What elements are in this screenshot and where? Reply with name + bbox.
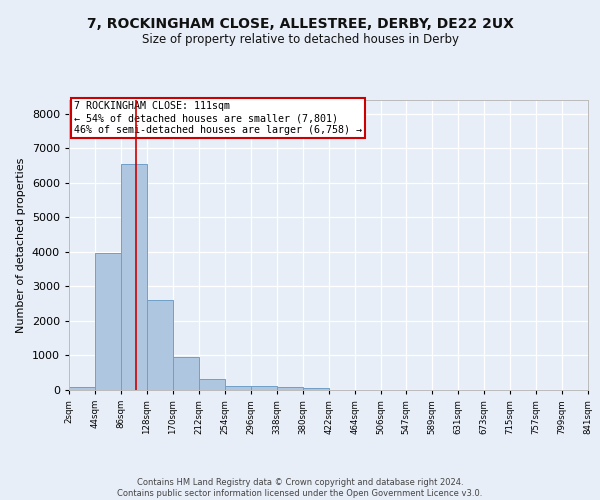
Text: Size of property relative to detached houses in Derby: Size of property relative to detached ho…	[142, 32, 458, 46]
Bar	[121, 164, 147, 390]
Bar	[147, 300, 173, 390]
Bar	[225, 386, 251, 390]
Text: 7, ROCKINGHAM CLOSE, ALLESTREE, DERBY, DE22 2UX: 7, ROCKINGHAM CLOSE, ALLESTREE, DERBY, D…	[86, 18, 514, 32]
Bar	[95, 252, 121, 390]
Text: Contains HM Land Registry data © Crown copyright and database right 2024.
Contai: Contains HM Land Registry data © Crown c…	[118, 478, 482, 498]
Bar	[277, 386, 303, 390]
Bar	[173, 357, 199, 390]
Bar	[303, 388, 329, 390]
Text: 7 ROCKINGHAM CLOSE: 111sqm
← 54% of detached houses are smaller (7,801)
46% of s: 7 ROCKINGHAM CLOSE: 111sqm ← 54% of deta…	[74, 102, 362, 134]
Bar	[199, 380, 225, 390]
Bar	[251, 386, 277, 390]
Y-axis label: Number of detached properties: Number of detached properties	[16, 158, 26, 332]
Bar	[69, 387, 95, 390]
